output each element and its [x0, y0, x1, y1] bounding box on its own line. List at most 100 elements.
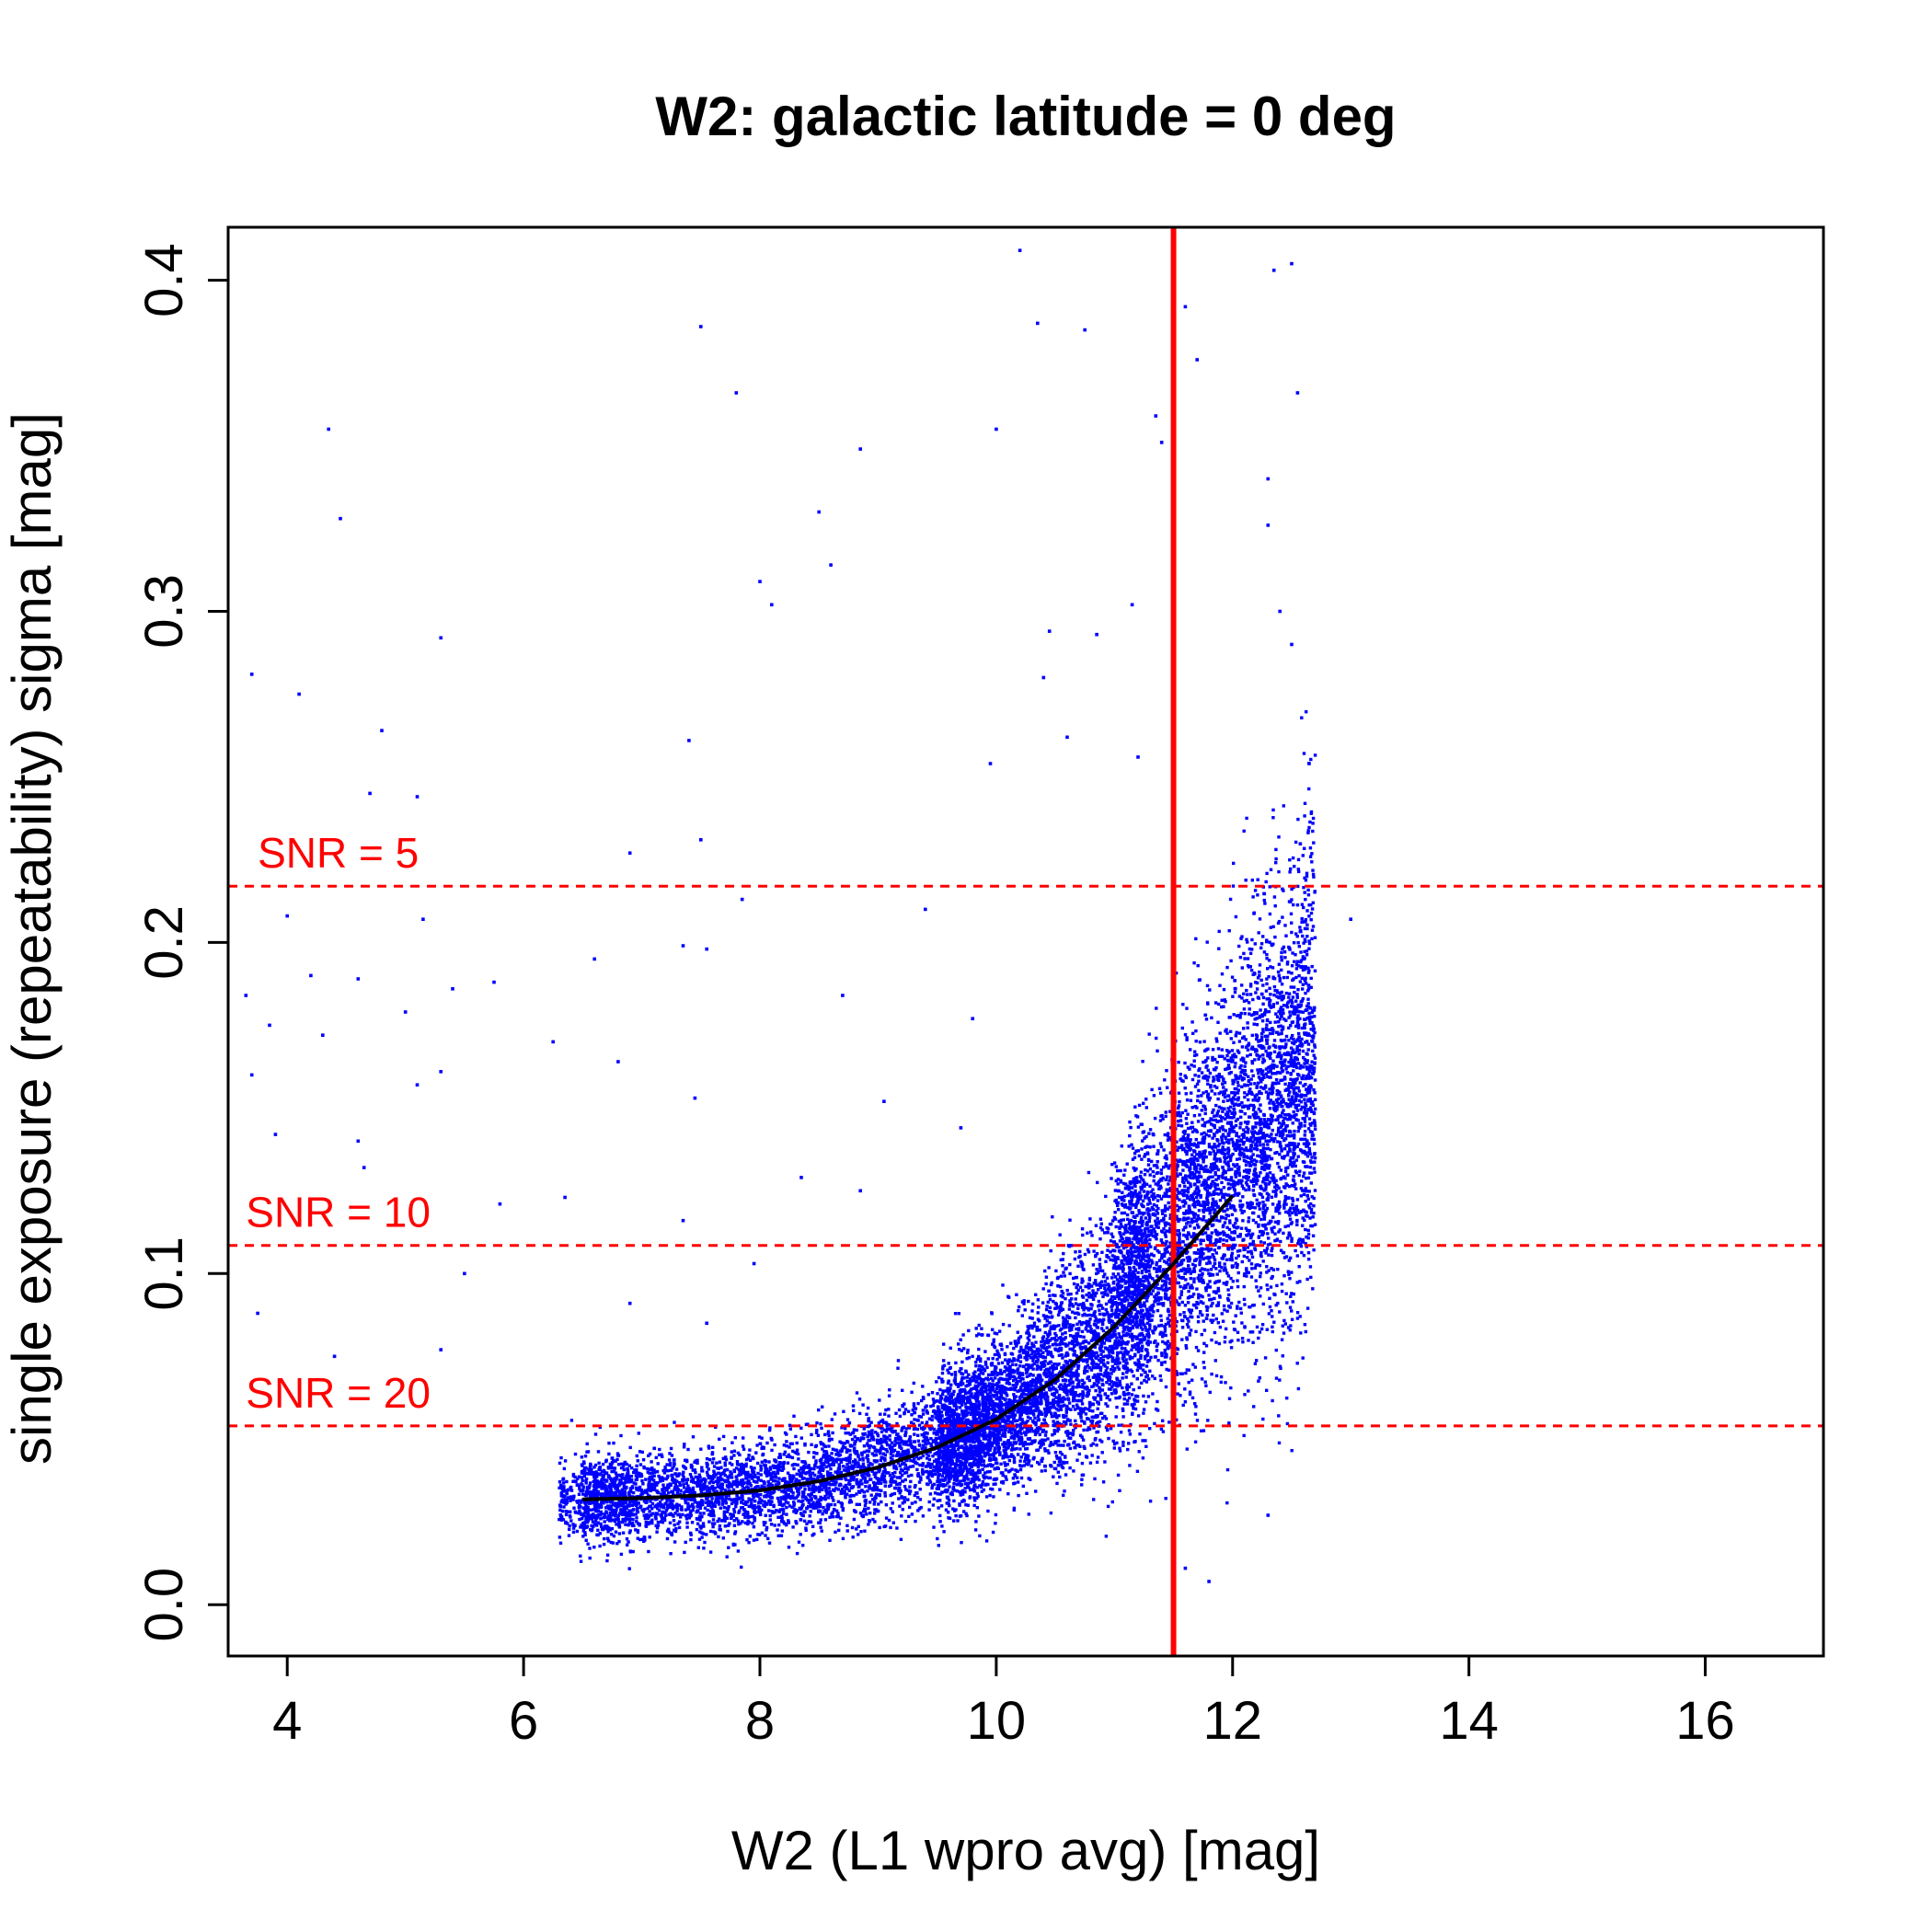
scatter-point — [1264, 1067, 1269, 1071]
scatter-point — [920, 1398, 924, 1403]
scatter-point — [1144, 1364, 1149, 1368]
scatter-point — [1307, 1142, 1311, 1145]
scatter-point — [1096, 1354, 1099, 1358]
scatter-point — [1282, 1231, 1285, 1236]
scatter-point — [870, 1429, 874, 1432]
scatter-point — [1036, 1298, 1041, 1302]
scatter-point — [1247, 1339, 1250, 1342]
scatter-point — [857, 1455, 860, 1458]
scatter-point — [822, 1463, 826, 1466]
scatter-point — [1025, 1331, 1029, 1335]
scatter-point — [801, 1544, 805, 1547]
scatter-point — [674, 1526, 678, 1531]
scatter-point — [1075, 1322, 1079, 1326]
scatter-point — [1312, 1153, 1317, 1156]
scatter-point — [1119, 1384, 1122, 1387]
scatter-point — [1257, 1203, 1260, 1208]
scatter-point — [1098, 1282, 1102, 1285]
scatter-point — [657, 1509, 661, 1512]
scatter-point — [1250, 1205, 1255, 1210]
scatter-point — [1248, 983, 1253, 986]
scatter-point — [635, 1470, 638, 1475]
scatter-point — [840, 1504, 844, 1509]
scatter-point — [1103, 1231, 1107, 1235]
scatter-point — [1231, 1130, 1235, 1133]
scatter-point — [1301, 1356, 1305, 1360]
scatter-point — [1156, 1216, 1159, 1221]
scatter-point — [1304, 918, 1307, 922]
scatter-point — [1024, 1447, 1028, 1451]
scatter-point — [1248, 1012, 1251, 1016]
scatter-point — [1057, 1421, 1061, 1426]
scatter-point — [1236, 1182, 1240, 1186]
scatter-point — [948, 1454, 951, 1458]
scatter-point — [800, 1495, 804, 1499]
scatter-point — [966, 1351, 970, 1355]
scatter-point — [1160, 1363, 1164, 1366]
scatter-point — [993, 1389, 996, 1394]
scatter-point — [1086, 1324, 1089, 1328]
scatter-point — [927, 1500, 931, 1504]
scatter-point — [1261, 1029, 1265, 1034]
scatter-point — [1291, 1033, 1294, 1038]
scatter-point — [1015, 1476, 1019, 1479]
scatter-point — [1262, 1013, 1267, 1017]
scatter-point — [883, 1490, 887, 1495]
scatter-point — [1282, 1155, 1287, 1158]
scatter-point — [1108, 1353, 1111, 1358]
scatter-point — [1135, 1368, 1140, 1373]
scatter-point — [1219, 1188, 1224, 1192]
scatter-point — [904, 1443, 908, 1446]
scatter-point — [831, 1447, 835, 1451]
scatter-point — [1200, 1154, 1204, 1157]
scatter-point — [1295, 1019, 1300, 1024]
scatter-point — [1133, 1189, 1137, 1193]
scatter-point — [1064, 1410, 1068, 1414]
scatter-point — [1302, 1084, 1305, 1087]
scatter-point — [1072, 1371, 1075, 1375]
scatter-point — [1307, 1117, 1312, 1121]
scatter-point — [1291, 951, 1294, 955]
scatter-point — [1118, 1381, 1121, 1386]
scatter-point — [628, 1529, 632, 1533]
scatter-point — [975, 1334, 979, 1338]
scatter-point — [1115, 1305, 1120, 1309]
scatter-point — [1084, 1365, 1087, 1369]
scatter-point — [689, 1531, 693, 1535]
scatter-point — [757, 1435, 762, 1439]
scatter-point — [1207, 1249, 1211, 1253]
scatter-point — [722, 1516, 727, 1521]
scatter-point — [936, 1536, 939, 1541]
scatter-point — [1137, 1237, 1141, 1241]
scatter-point — [1207, 1271, 1211, 1276]
scatter-point — [1176, 1261, 1179, 1265]
scatter-point — [1099, 1341, 1103, 1345]
scatter-point — [1284, 1202, 1288, 1206]
scatter-point — [662, 1516, 667, 1520]
scatter-point — [1031, 1359, 1035, 1363]
scatter-point — [829, 1467, 833, 1471]
scatter-point — [1307, 1146, 1311, 1151]
scatter-point — [975, 1496, 979, 1500]
scatter-point — [1225, 1467, 1230, 1472]
scatter-point — [734, 1466, 739, 1470]
scatter-point — [1086, 1248, 1090, 1252]
scatter-point — [1149, 1355, 1153, 1360]
scatter-point — [871, 1438, 876, 1442]
scatter-point — [1278, 1378, 1282, 1382]
scatter-point — [1265, 1265, 1269, 1269]
scatter-point — [1088, 1217, 1092, 1221]
scatter-point — [814, 1459, 818, 1463]
scatter-point — [1012, 1508, 1016, 1512]
scatter-point — [1135, 1286, 1139, 1291]
scatter-point — [1080, 1478, 1084, 1481]
scatter-point — [1222, 1168, 1225, 1172]
scatter-point — [1210, 1089, 1213, 1093]
scatter-point — [1030, 1309, 1034, 1313]
scatter-point — [707, 1467, 710, 1471]
scatter-point — [1106, 1287, 1110, 1291]
scatter-point — [1301, 1224, 1305, 1227]
scatter-point — [1092, 1282, 1096, 1285]
scatter-point — [1094, 1388, 1098, 1393]
scatter-point — [732, 1519, 736, 1523]
